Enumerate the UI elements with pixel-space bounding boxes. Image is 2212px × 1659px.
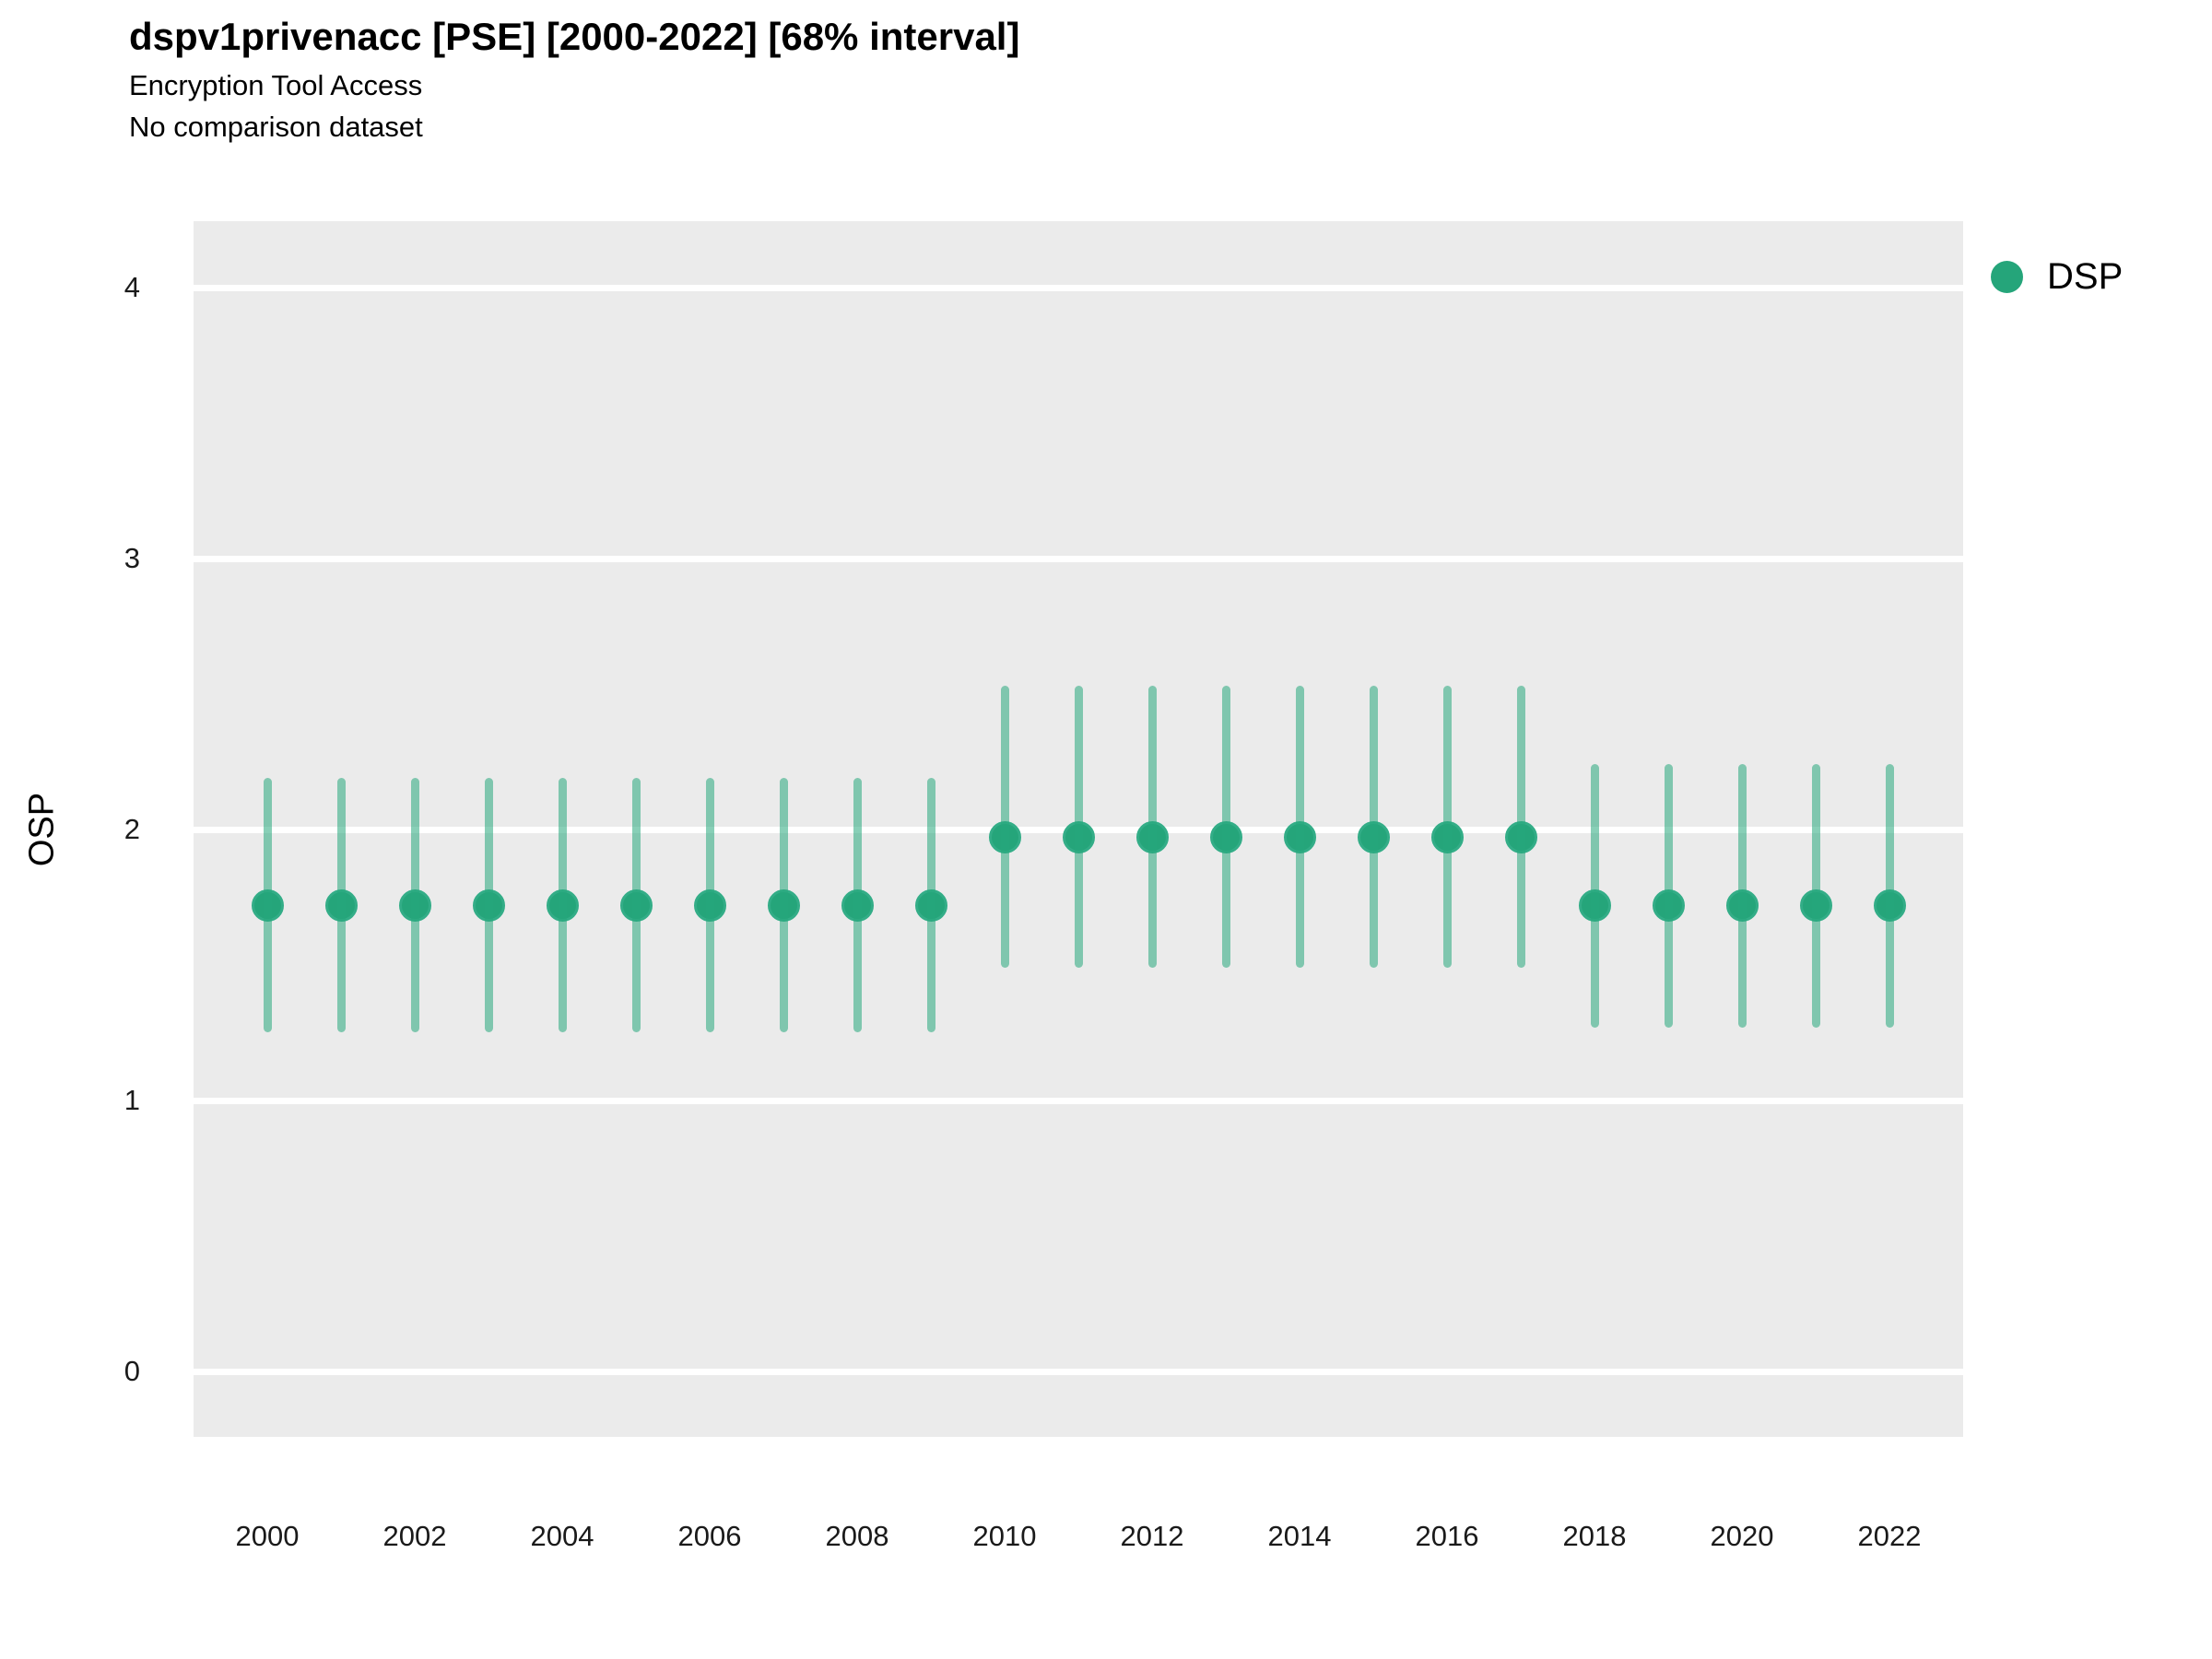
interval-bar bbox=[631, 778, 641, 1033]
gridline bbox=[194, 555, 1963, 562]
legend-item-label: DSP bbox=[2047, 256, 2124, 297]
interval-bar bbox=[1369, 686, 1378, 968]
y-tick-label: 3 bbox=[124, 542, 140, 574]
interval-bar bbox=[1000, 686, 1009, 968]
interval-bar bbox=[1442, 686, 1452, 968]
x-tick-label: 2018 bbox=[1562, 1520, 1627, 1552]
title-block: dspv1privenacc [PSE] [2000-2022] [68% in… bbox=[129, 17, 1019, 145]
interval-bar bbox=[263, 778, 272, 1033]
x-tick-label: 2008 bbox=[825, 1520, 889, 1552]
interval-bar bbox=[1074, 686, 1083, 968]
legend: DSP bbox=[1991, 256, 2123, 297]
chart-subtitle2: No comparison dataset bbox=[129, 111, 423, 143]
x-tick-label: 2004 bbox=[530, 1520, 594, 1552]
interval-bar bbox=[1295, 686, 1304, 968]
interval-bar bbox=[1147, 686, 1157, 968]
y-tick-label: 2 bbox=[124, 813, 140, 845]
chart-subtitle: Encryption Tool Access bbox=[129, 69, 423, 101]
legend-dot-icon bbox=[1991, 260, 2023, 293]
x-tick-label: 2000 bbox=[235, 1520, 300, 1552]
interval-bar bbox=[410, 778, 419, 1033]
x-tick-label: 2010 bbox=[972, 1520, 1037, 1552]
interval-bar bbox=[1664, 764, 1673, 1028]
x-tick-label: 2016 bbox=[1415, 1520, 1479, 1552]
interval-bar bbox=[705, 778, 714, 1033]
interval-bar bbox=[1516, 686, 1525, 968]
gridline bbox=[194, 1097, 1963, 1104]
interval-bar bbox=[1590, 764, 1599, 1028]
interval-bar bbox=[1737, 764, 1747, 1028]
gridline bbox=[194, 1368, 1963, 1375]
interval-bar bbox=[1811, 764, 1820, 1028]
interval-bar bbox=[926, 778, 935, 1033]
y-tick-label: 4 bbox=[124, 271, 140, 303]
y-tick-label: 1 bbox=[124, 1084, 140, 1116]
interval-bar bbox=[336, 778, 346, 1033]
interval-bar bbox=[1885, 764, 1894, 1028]
interval-bar bbox=[558, 778, 567, 1033]
interval-bar bbox=[1221, 686, 1230, 968]
x-tick-label: 2022 bbox=[1857, 1520, 1922, 1552]
gridline bbox=[194, 284, 1963, 291]
interval-bar bbox=[853, 778, 862, 1033]
interval-bar bbox=[484, 778, 493, 1033]
interval-bar bbox=[779, 778, 788, 1033]
x-tick-label: 2002 bbox=[382, 1520, 447, 1552]
x-tick-label: 2014 bbox=[1267, 1520, 1332, 1552]
chart-title: dspv1privenacc [PSE] [2000-2022] [68% in… bbox=[129, 15, 1020, 58]
x-tick-label: 2006 bbox=[677, 1520, 742, 1552]
x-tick-label: 2012 bbox=[1120, 1520, 1184, 1552]
plot-panel bbox=[194, 221, 1963, 1437]
y-tick-label: 0 bbox=[124, 1355, 140, 1387]
x-tick-label: 2020 bbox=[1710, 1520, 1774, 1552]
